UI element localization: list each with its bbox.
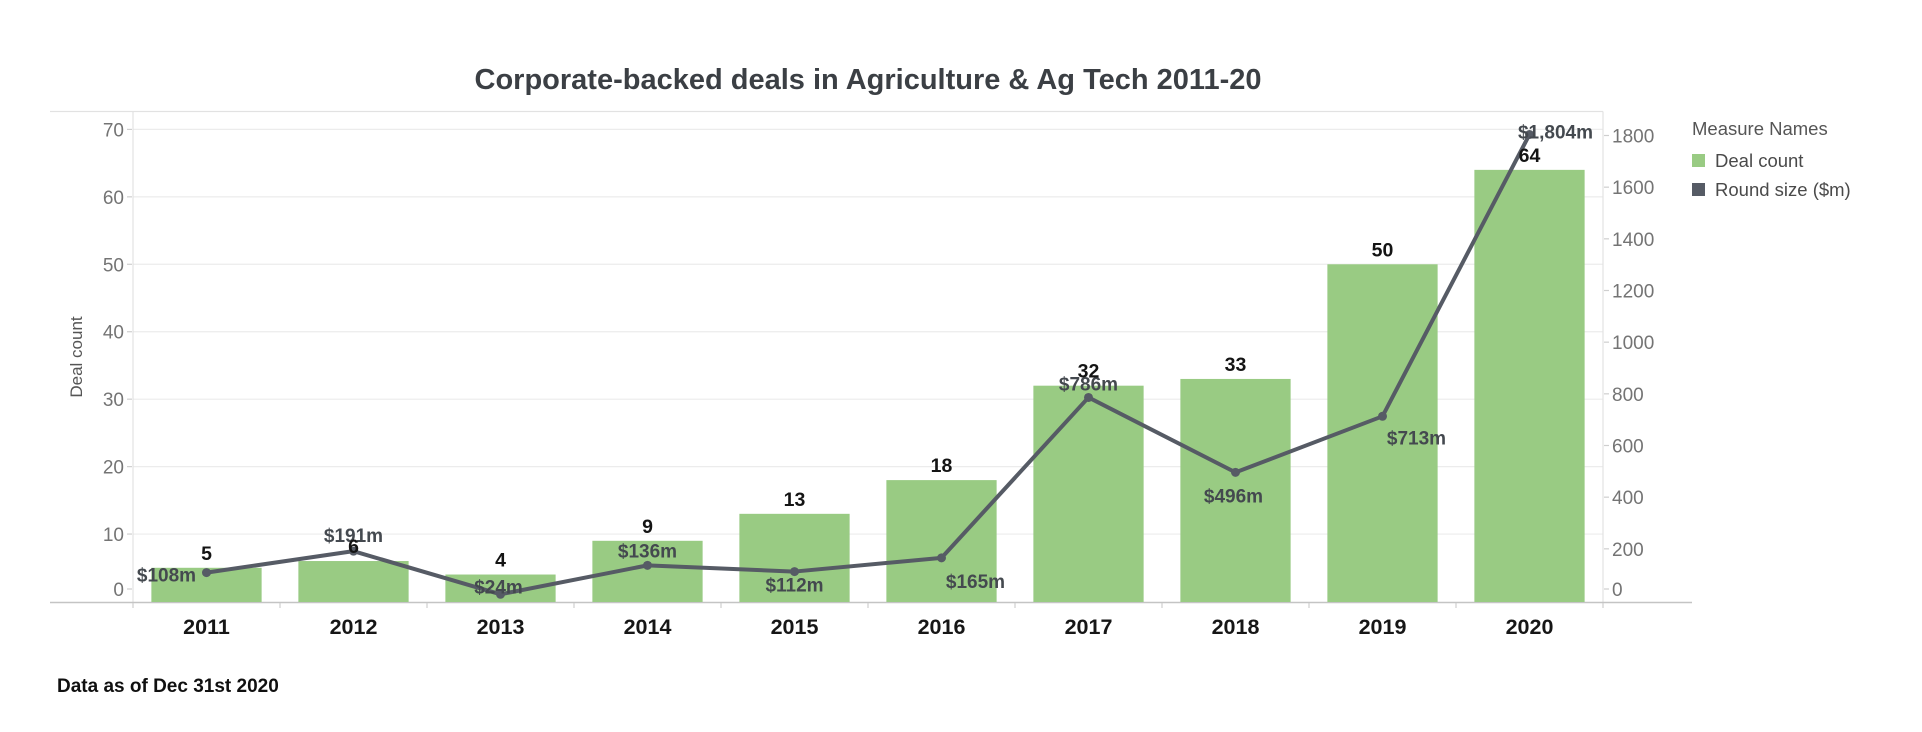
legend-swatch-round-size [1692,183,1705,196]
bar-2020[interactable] [1474,169,1585,602]
legend-item-deal-count[interactable]: Deal count [1692,146,1851,175]
line-point-2017[interactable] [1084,392,1093,402]
bar-2017[interactable] [1033,385,1144,602]
left-axis-tick-label-0: 0 [113,580,124,601]
round-size-label-2019: $713m [1387,428,1446,449]
deal-count-label-2018: 33 [1225,354,1247,376]
footer-note: Data as of Dec 31st 2020 [57,676,279,697]
x-tick-label-2015: 2015 [771,615,819,639]
legend-swatch-deal-count [1692,154,1705,167]
line-point-2019[interactable] [1378,411,1387,421]
x-tick-label-2013: 2013 [477,615,525,639]
left-axis-tick-label-50: 50 [103,255,124,276]
x-tick-label-2020: 2020 [1506,615,1554,639]
x-tick-label-2012: 2012 [330,615,378,639]
right-axis-tick-label-1000: 1000 [1612,333,1654,354]
deal-count-label-2019: 50 [1372,239,1394,261]
round-size-label-2017: $786m [1059,374,1118,395]
line-point-2018[interactable] [1231,467,1240,477]
right-axis-tick-label-200: 200 [1612,540,1644,561]
legend-title: Measure Names [1692,118,1828,139]
left-axis-tick-label-30: 30 [103,390,124,411]
x-tick-label-2018: 2018 [1212,615,1260,639]
line-point-2012[interactable] [349,546,358,556]
deal-count-label-2015: 13 [784,489,806,511]
round-size-label-2015: $112m [765,576,823,597]
legend-items: Deal count Round size ($m) [1692,146,1851,204]
right-axis-tick-label-1800: 1800 [1612,127,1654,148]
deal-count-label-2012: 6 [348,536,359,558]
deal-count-label-2017: 32 [1078,361,1100,383]
legend-item-round-size[interactable]: Round size ($m) [1692,175,1851,204]
round-size-label-2016: $165m [946,572,1005,593]
bar-2019[interactable] [1327,264,1438,602]
line-point-2016[interactable] [937,553,946,563]
line-point-2013[interactable] [496,589,505,599]
deal-count-label-2016: 18 [931,455,953,477]
round-size-line[interactable] [204,132,1532,597]
round-size-label-2011: $108m [137,566,196,587]
right-axis-tick-label-800: 800 [1612,385,1644,406]
right-axis-tick-label-400: 400 [1612,488,1644,509]
deal-count-label-2011: 5 [201,543,212,565]
right-axis-tick-label-1200: 1200 [1612,282,1654,303]
round-size-label-2018: $496m [1204,486,1263,507]
x-tick-label-2011: 2011 [183,615,230,639]
right-axis-tick-label-1600: 1600 [1612,178,1654,199]
bar-2018[interactable] [1180,378,1291,602]
legend-label-round-size: Round size ($m) [1715,178,1851,200]
line-point-2014[interactable] [643,560,652,570]
round-size-label-2020: $1,804m [1518,122,1593,143]
left-axis-tick-label-60: 60 [103,188,124,209]
left-axis-tick-label-20: 20 [103,458,124,479]
left-axis-tick-label-70: 70 [103,120,124,141]
round-size-label-2012: $191m [324,526,383,547]
right-axis-tick-label-0: 0 [1612,580,1623,601]
right-axis-tick-label-1400: 1400 [1612,230,1654,251]
line-point-2020[interactable] [1525,129,1534,139]
x-tick-label-2016: 2016 [918,615,966,639]
deal-count-label-2020: 64 [1519,145,1541,167]
right-axis-tick-label-600: 600 [1612,437,1644,458]
bar-2015[interactable] [739,513,850,602]
line-point-2015[interactable] [790,567,799,577]
deal-count-label-2013: 4 [495,550,506,572]
chart-title: Corporate-backed deals in Agriculture & … [474,64,1262,96]
legend: Measure Names Deal count Round size ($m) [1692,119,1851,204]
round-size-label-2014: $136m [618,541,677,562]
line-point-2011[interactable] [202,568,211,578]
bar-2012[interactable] [298,561,409,602]
round-size-label-2013: $24m [474,577,523,598]
x-tick-label-2019: 2019 [1359,615,1407,639]
bar-2016[interactable] [886,480,997,602]
deal-count-label-2014: 9 [642,516,653,538]
legend-label-deal-count: Deal count [1715,149,1804,171]
x-tick-label-2014: 2014 [624,615,672,639]
left-axis-tick-label-40: 40 [103,323,124,344]
x-tick-label-2017: 2017 [1065,615,1113,639]
left-axis-tick-label-10: 10 [103,525,124,546]
